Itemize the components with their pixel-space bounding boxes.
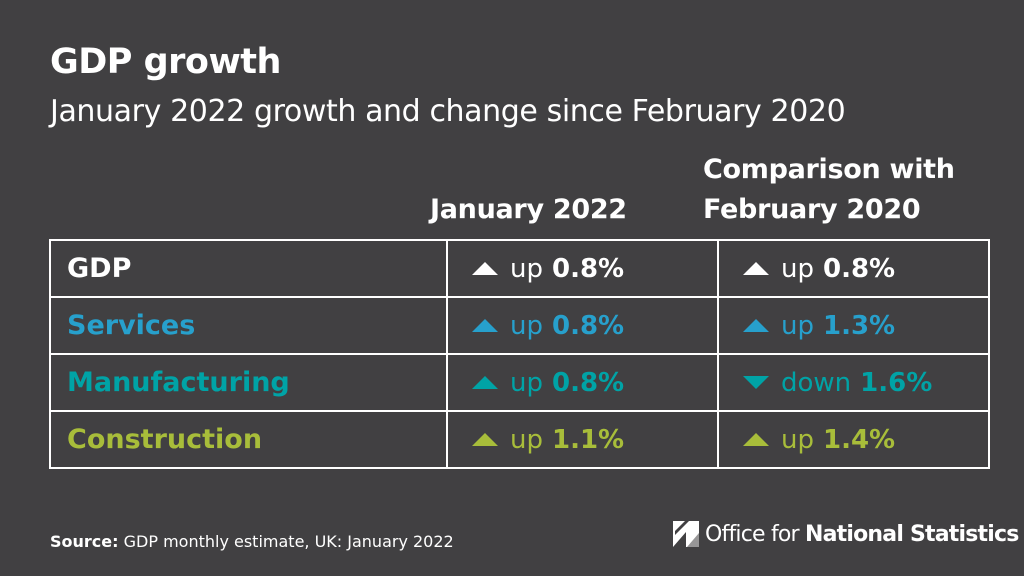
direction-word: up [510, 424, 543, 455]
change-value: 0.8% [551, 367, 625, 398]
ons-logo-icon [673, 521, 699, 547]
cell-january: up 0.8% [446, 353, 719, 412]
down-arrow-icon [743, 376, 769, 389]
up-arrow-icon [743, 433, 769, 446]
direction-word: up [781, 424, 814, 455]
direction-word: up [781, 253, 814, 284]
up-arrow-icon [472, 262, 498, 275]
up-arrow-icon [743, 262, 769, 275]
growth-table: GDP up 0.8% up 0.8% Services up 0.8% up 1.3% Manuf… [49, 239, 990, 469]
chart-title: GDP growth [50, 42, 281, 82]
direction-word: up [510, 253, 543, 284]
change-value: 1.6% [860, 367, 933, 398]
up-arrow-icon [472, 376, 498, 389]
up-arrow-icon [472, 433, 498, 446]
cell-comparison: up 1.4% [717, 410, 990, 469]
column-header-comparison-line2: February 2020 [703, 194, 921, 225]
cell-january: up 0.8% [446, 239, 719, 298]
change-value: 0.8% [551, 310, 625, 341]
change-value: 0.8% [551, 253, 625, 284]
up-arrow-icon [472, 319, 498, 332]
ons-wordmark: Office for National Statistics [705, 522, 1019, 547]
row-label: Services [49, 296, 448, 355]
direction-word: down [781, 367, 852, 398]
direction-word: up [781, 310, 814, 341]
change-value: 1.1% [551, 424, 625, 455]
table-row: GDP up 0.8% up 0.8% [49, 239, 990, 298]
row-label: Manufacturing [49, 353, 448, 412]
direction-word: up [510, 310, 543, 341]
source-text: GDP monthly estimate, UK: January 2022 [118, 532, 454, 551]
row-label: GDP [49, 239, 448, 298]
cell-comparison: up 1.3% [717, 296, 990, 355]
ons-wordmark-part1: Office for [705, 521, 805, 547]
change-value: 0.8% [822, 253, 896, 284]
cell-january: up 1.1% [446, 410, 719, 469]
source-note: Source: GDP monthly estimate, UK: Januar… [50, 532, 454, 551]
table-row: Construction up 1.1% up 1.4% [49, 410, 990, 469]
change-value: 1.3% [822, 310, 896, 341]
cell-january: up 0.8% [446, 296, 719, 355]
source-label: Source: [50, 532, 119, 551]
column-header-comparison-line1: Comparison with [703, 154, 955, 185]
cell-comparison: up 0.8% [717, 239, 990, 298]
direction-word: up [510, 367, 543, 398]
table-row: Manufacturing up 0.8% down 1.6% [49, 353, 990, 412]
ons-wordmark-part2: National Statistics [805, 521, 1019, 547]
row-label: Construction [49, 410, 448, 469]
column-header-comparison: Comparison with February 2020 [703, 150, 955, 230]
table-row: Services up 0.8% up 1.3% [49, 296, 990, 355]
chart-subtitle: January 2022 growth and change since Feb… [50, 94, 846, 129]
ons-logo: Office for National Statistics [673, 521, 1019, 547]
cell-comparison: down 1.6% [717, 353, 990, 412]
column-header-january: January 2022 [430, 194, 627, 225]
change-value: 1.4% [822, 424, 896, 455]
up-arrow-icon [743, 319, 769, 332]
